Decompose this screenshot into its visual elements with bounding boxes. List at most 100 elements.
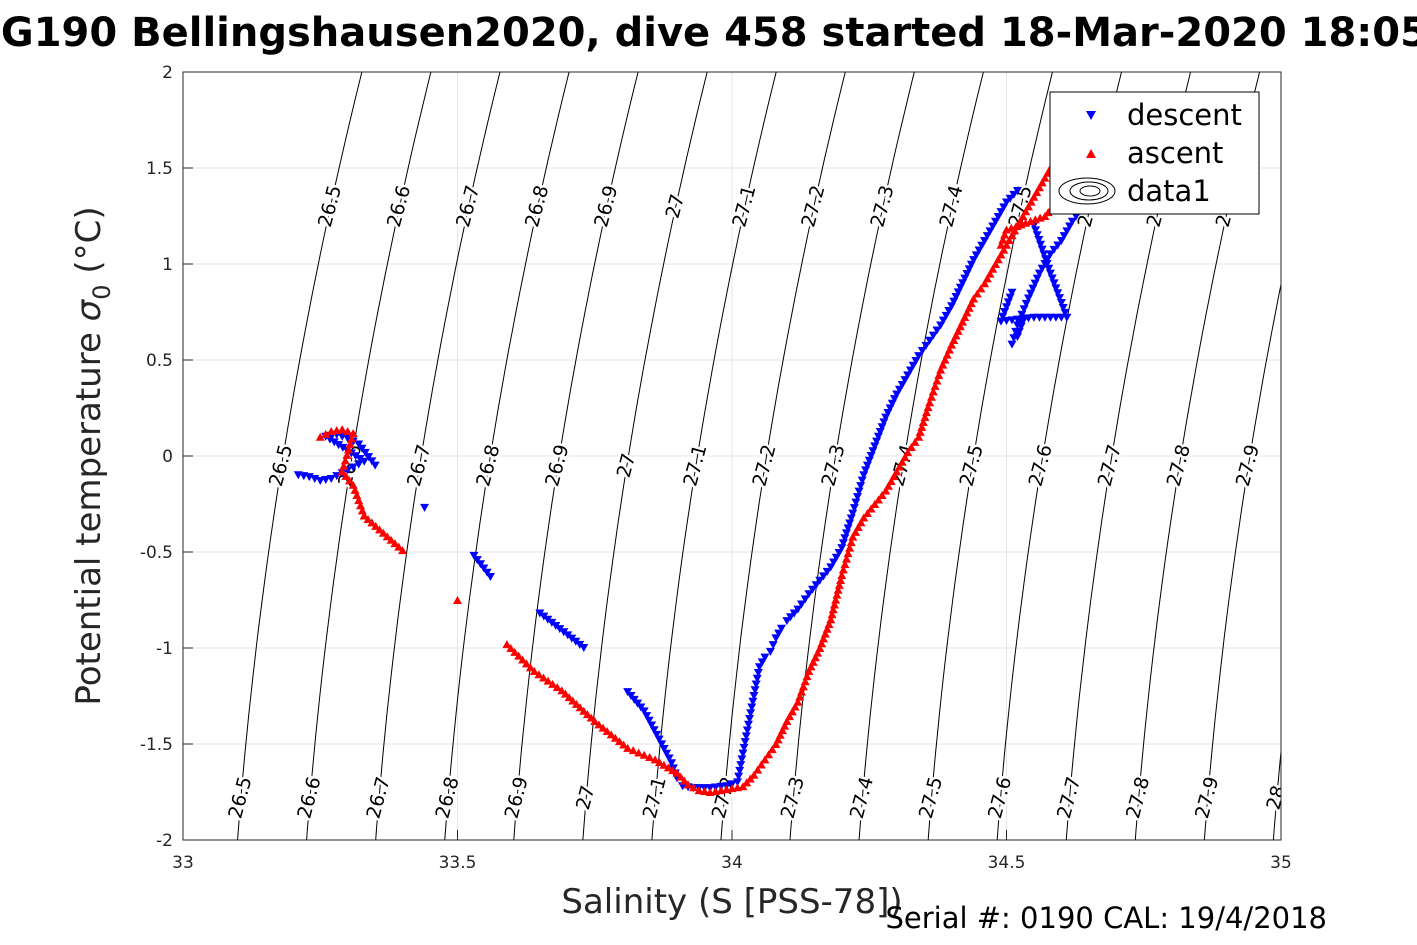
isopycnal-line — [789, 72, 915, 840]
ascent-point — [650, 755, 660, 764]
ascent-point — [359, 511, 369, 520]
ascent-point — [382, 532, 392, 541]
ascent-point — [900, 452, 910, 461]
ascent-point — [820, 629, 830, 638]
ascent-point — [955, 322, 965, 331]
isopycnal-line — [306, 72, 432, 840]
x-axis-label: Salinity (S [PSS-78]) — [561, 882, 902, 922]
descent-point — [476, 560, 486, 569]
descent-point — [482, 568, 492, 577]
descent-point — [928, 331, 938, 340]
ascent-point — [340, 456, 350, 465]
descent-point — [321, 476, 331, 484]
ascent-point — [928, 387, 938, 396]
ascent-point — [906, 443, 916, 452]
ascent-point — [337, 425, 347, 434]
descent-point — [338, 443, 348, 452]
ascent-point — [639, 750, 649, 759]
ascent-point — [394, 542, 404, 551]
descent-point — [1023, 314, 1033, 323]
x-tick-label: 35 — [1270, 853, 1292, 873]
ascent-point — [934, 371, 944, 380]
descent-point — [819, 572, 828, 581]
ascent-point — [1004, 236, 1014, 244]
descent-point — [1005, 293, 1015, 302]
ascent-point — [996, 240, 1006, 249]
ascent-point — [778, 726, 788, 735]
descent-point — [1012, 187, 1022, 196]
isopycnal-label: 28 — [1303, 451, 1331, 480]
ascent-point — [838, 565, 848, 574]
ascent-point — [940, 355, 950, 364]
ascent-point — [749, 770, 759, 779]
ascent-point — [623, 743, 633, 752]
ascent-point — [1034, 183, 1044, 192]
isopycnal-label: 28 — [1263, 783, 1291, 812]
descent-point — [642, 712, 652, 721]
isopycnal-line — [1203, 281, 1281, 840]
ascent-point — [932, 376, 942, 385]
descent-point — [1002, 316, 1011, 325]
descent-point — [742, 726, 752, 735]
ascent-point — [966, 299, 976, 308]
y-axis-label: Potential temperature σ0 (°C) — [69, 206, 116, 705]
ascent-point — [829, 600, 839, 609]
descent-point — [848, 509, 858, 518]
ascent-point — [367, 518, 377, 527]
ascent-point — [917, 422, 927, 431]
descent-point — [732, 778, 742, 787]
descent-point — [359, 457, 369, 466]
ascent-point — [1032, 188, 1042, 196]
ascent-point — [834, 580, 844, 589]
ascent-point — [539, 673, 549, 682]
ascent-point — [780, 721, 790, 730]
ascent-point — [813, 648, 823, 657]
descent-point — [849, 504, 859, 513]
descent-point — [752, 674, 762, 683]
descent-point — [1018, 315, 1028, 324]
ascent-point — [764, 750, 774, 759]
ascent-point — [819, 634, 828, 643]
descent-point — [932, 326, 942, 335]
descent-point — [840, 534, 850, 543]
y-tick-label: 1.5 — [146, 159, 173, 179]
descent-point — [768, 641, 778, 650]
ascent-point — [1026, 197, 1036, 206]
ascent-point — [525, 663, 535, 672]
ascent-point — [771, 740, 781, 748]
ascent-point — [915, 427, 925, 436]
legend-descent-label: descent — [1127, 98, 1242, 132]
ascent-point — [808, 657, 818, 666]
isopycnal-line — [1342, 62, 1417, 849]
descent-point — [808, 585, 818, 594]
ascent-point — [1015, 216, 1025, 225]
isopycnal-label: 28.1 — [1370, 442, 1402, 489]
ascent-point — [798, 682, 808, 691]
ascent-point — [514, 651, 524, 660]
legend-box — [1049, 91, 1260, 215]
ascent-point — [985, 269, 995, 278]
legend-ascent-marker — [1086, 149, 1096, 158]
ascent-point — [827, 610, 837, 619]
isopycnal-label: 28.1 — [1329, 774, 1361, 821]
ascent-point — [337, 467, 347, 476]
y-axis-label-unit: (°C) — [69, 206, 109, 284]
ascent-point — [552, 683, 562, 692]
descent-point — [1011, 327, 1021, 336]
descent-point — [851, 498, 861, 507]
descent-point — [822, 567, 832, 576]
descent-point — [776, 624, 786, 633]
ascent-point — [510, 647, 520, 656]
ascent-point — [846, 538, 856, 547]
y-ticks: -2 -1.5 -1 -0.5 0 0.5 1 1.5 2 — [140, 63, 193, 851]
series-ascent — [315, 140, 1088, 796]
descent-point — [647, 721, 657, 730]
ascent-point — [679, 776, 689, 785]
descent-point — [654, 735, 664, 744]
y-tick-label: -2 — [156, 831, 173, 851]
descent-point — [1071, 212, 1081, 221]
ascent-point — [920, 413, 930, 422]
descent-point — [753, 668, 763, 677]
descent-point — [921, 341, 931, 350]
